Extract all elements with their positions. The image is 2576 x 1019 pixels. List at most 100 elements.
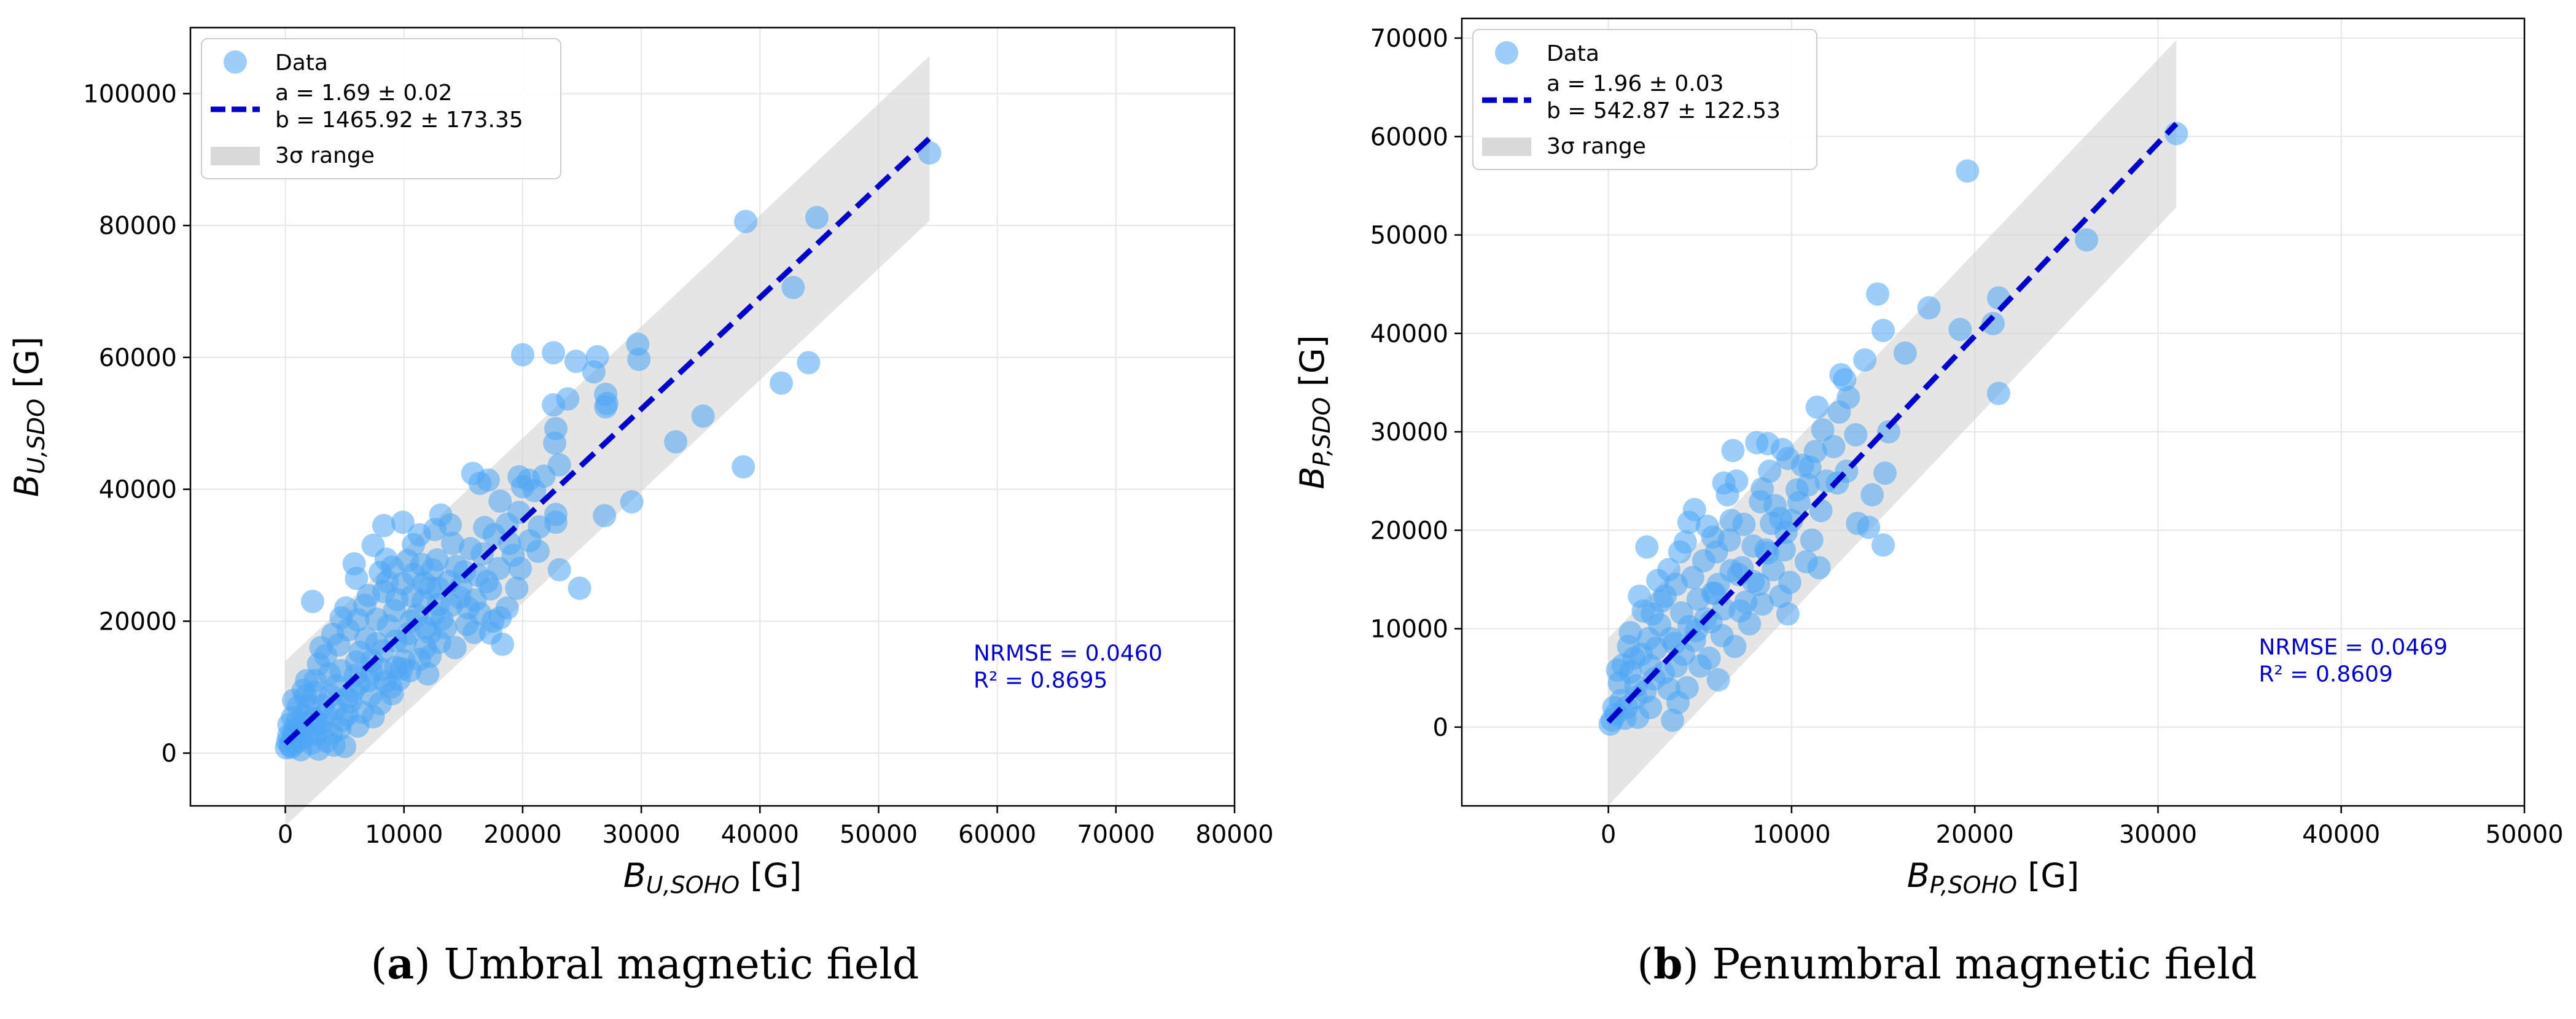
charta-point-188 <box>277 713 301 736</box>
chartb-legend-data-marker <box>1495 41 1518 64</box>
charta-point-5 <box>770 371 794 395</box>
chartb-point-9 <box>1866 282 1890 306</box>
charta-ylabel: BU,SDO [G] <box>7 337 50 497</box>
charta-point-8 <box>664 430 688 454</box>
chartb-point-95 <box>1822 435 1846 459</box>
chartb-ytick-label-1: 10000 <box>1370 615 1448 644</box>
chartb-ylabel-sub: P,SDO <box>1308 397 1335 467</box>
chartb-point-132 <box>1611 653 1635 677</box>
charta-point-16 <box>568 576 591 600</box>
chartb-point-94 <box>1807 556 1831 580</box>
charta-ytick-label-5: 100000 <box>83 80 177 108</box>
chartb-point-21 <box>1805 395 1829 419</box>
chartb-point-41 <box>1776 602 1800 626</box>
chartb-xtick-label-2: 20000 <box>1936 821 2014 849</box>
charta-xtick-label-4: 40000 <box>721 821 799 849</box>
charta-xlabel: BU,SOHO [G] <box>623 856 802 899</box>
chartb-legend-band-marker <box>1482 138 1531 156</box>
charta-legend-data-marker <box>224 50 247 74</box>
chartb-point-127 <box>1673 530 1697 554</box>
charta-ytick-label-3: 60000 <box>99 344 177 372</box>
chartb-point-142 <box>1728 599 1752 623</box>
charta-point-28 <box>544 416 568 440</box>
chartb-legend: Data a = 1.96 ± 0.03b = 542.87 ± 122.53 3σ… <box>1472 29 1817 170</box>
charta-xtick-label-5: 50000 <box>840 821 918 849</box>
charta-xtick-label-8: 80000 <box>1195 821 1273 849</box>
chartb-point-40 <box>1769 584 1792 608</box>
chartb-legend-fit-a: a = 1.96 ± 0.03 <box>1547 71 1723 96</box>
chartb-point-129 <box>1646 569 1670 593</box>
chartb-point-138 <box>1719 559 1743 583</box>
chartb-xlabel-unit: [G] <box>2017 856 2079 895</box>
chartb-point-1 <box>1956 159 1980 183</box>
charta-point-202 <box>468 601 492 625</box>
charta-xtick-label-1: 10000 <box>365 821 443 849</box>
chartb-point-87 <box>1717 528 1741 552</box>
chartb-xlabel: BP,SOHO [G] <box>1907 856 2079 899</box>
chartb-point-114 <box>1723 634 1747 658</box>
charta-point-186 <box>443 636 467 660</box>
charta-annotation-r2: R² = 0.8695 <box>974 668 1107 693</box>
charta-xlabel-unit: [G] <box>740 856 802 895</box>
chartb-point-10 <box>1872 318 1895 342</box>
charta-point-26 <box>542 393 566 417</box>
charta-point-42 <box>505 576 529 600</box>
chartb-point-111 <box>1688 654 1712 678</box>
charta-ytick-label-0: 0 <box>162 740 177 768</box>
charta-point-199 <box>410 553 434 577</box>
chartb-xlabel-main: B <box>1907 856 1930 895</box>
chartb-ytick-label-7: 70000 <box>1370 25 1448 53</box>
charta-point-179 <box>361 705 385 729</box>
charta-point-38 <box>488 489 512 513</box>
chartb-point-4 <box>1981 311 2005 335</box>
charta-point-14 <box>593 504 617 528</box>
charta-point-13 <box>594 395 618 419</box>
charta-panel: 0 10000 20000 30000 40000 50000 60000 70000 8000… <box>7 26 1274 899</box>
charta-annotation-nrmse: NRMSE = 0.0460 <box>974 641 1163 666</box>
charta-point-24 <box>585 345 609 369</box>
chartb-point-133 <box>1624 674 1648 698</box>
chartb-ytick-label-0: 0 <box>1433 714 1448 742</box>
charta-point-3 <box>781 276 805 300</box>
chartb-point-27 <box>1800 528 1824 552</box>
charta-ytick-label-2: 40000 <box>99 476 177 504</box>
chartb-legend-data-label: Data <box>1547 41 1599 66</box>
charta-point-203 <box>478 621 502 645</box>
chartb-point-8 <box>1893 341 1917 365</box>
chartb-ylabel-main: B <box>1293 467 1332 490</box>
charta-ylabel-main: B <box>7 474 46 497</box>
charta-point-1 <box>805 206 829 230</box>
chartb-point-55 <box>1661 708 1685 732</box>
charta-point-22 <box>564 349 588 373</box>
charta-point-106 <box>470 542 494 566</box>
charta-point-0 <box>734 209 758 233</box>
chartb-ytick-label-5: 50000 <box>1370 222 1448 250</box>
chartb-xtick-label-4: 40000 <box>2302 821 2380 849</box>
chartb-fit-line <box>1606 122 2179 724</box>
charta-point-4 <box>797 351 821 375</box>
chartb-ytick-label-4: 40000 <box>1370 320 1448 348</box>
chartb-ytick-label-6: 60000 <box>1370 123 1448 151</box>
chartb-annotation-nrmse: NRMSE = 0.0469 <box>2259 635 2448 660</box>
charta-xtick-label-6: 60000 <box>958 821 1036 849</box>
chartb-point-141 <box>1769 507 1792 531</box>
chartb-point-135 <box>1663 631 1686 655</box>
chartb-point-123 <box>1844 423 1868 447</box>
charta-point-49 <box>391 510 415 534</box>
charta-legend-data-label: Data <box>275 50 328 76</box>
charta-point-189 <box>295 668 319 692</box>
charta-point-165 <box>473 515 497 539</box>
chartb-point-26 <box>1796 473 1820 497</box>
charta-point-10 <box>627 348 651 372</box>
charta-ytick-label-1: 20000 <box>99 607 177 636</box>
charta-frame <box>189 26 1236 807</box>
chartb-point-140 <box>1754 538 1778 562</box>
charta-point-141 <box>324 674 348 698</box>
charta-point-110 <box>526 539 550 563</box>
chartb-point-15 <box>1860 483 1884 507</box>
charta-legend-fit-a: a = 1.69 ± 0.02 <box>275 80 452 106</box>
charta-point-52 <box>439 513 463 537</box>
charta-point-33 <box>507 465 531 489</box>
chartb-point-125 <box>1712 471 1736 495</box>
chartb-point-97 <box>1706 668 1730 692</box>
